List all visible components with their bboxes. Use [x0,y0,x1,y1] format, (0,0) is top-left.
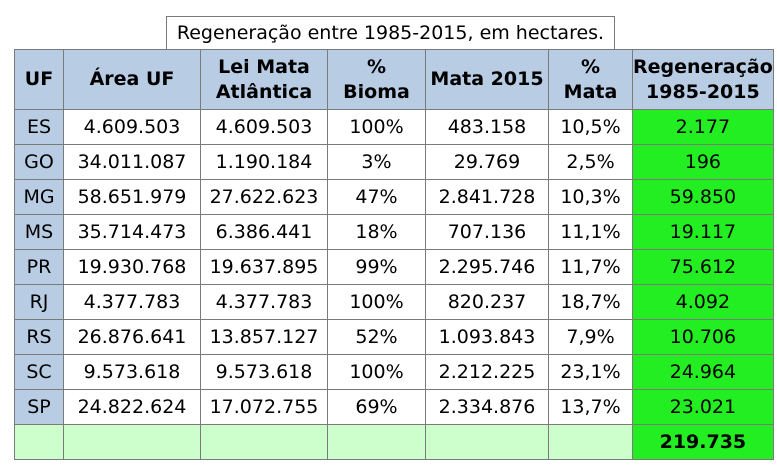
header-cell-mata-2015: Mata 2015 [425,49,549,110]
pct-bioma-cell: 100% [327,284,426,320]
regeneracao-cell: 2.177 [632,109,774,145]
header-cell-uf: UF [14,49,64,110]
regeneracao-cell: 24.964 [632,354,774,390]
pct-bioma-cell: 100% [327,354,426,390]
mata-2015-cell: 707.136 [425,214,549,250]
pct-bioma-cell: 99% [327,249,426,285]
empty-total-cell [200,424,328,460]
uf-cell: ES [14,109,64,145]
header-cell-regeneracao: Regeneração 1985-2015 [632,49,774,110]
header-cell-pct-bioma: % Bioma [327,49,426,110]
total-regeneracao-cell: 219.735 [632,424,774,460]
lei-mata-cell: 13.857.127 [200,319,328,355]
header-cell-area-uf: Área UF [63,49,201,110]
regeneracao-cell: 196 [632,144,774,180]
mata-2015-cell: 2.212.225 [425,354,549,390]
table-row: MS 35.714.473 6.386.441 18% 707.136 11,1% 19.1… [14,214,774,250]
uf-cell: GO [14,144,64,180]
table-title: Regeneração entre 1985-2015, em hectares… [166,16,615,49]
table-row: PR 19.930.768 19.637.895 99% 2.295.746 11,7% 7… [14,249,774,285]
regeneracao-cell: 10.706 [632,319,774,355]
table-row: GO 34.011.087 1.190.184 3% 29.769 2,5% 196 [14,144,774,180]
pct-mata-cell: 11,7% [548,249,633,285]
total-row: 219.735 [14,424,774,460]
mata-2015-cell: 820.237 [425,284,549,320]
pct-mata-cell: 7,9% [548,319,633,355]
lei-mata-cell: 4.377.783 [200,284,328,320]
uf-cell: SP [14,389,64,425]
regeneracao-cell: 59.850 [632,179,774,215]
pct-bioma-cell: 3% [327,144,426,180]
lei-mata-cell: 17.072.755 [200,389,328,425]
area-uf-cell: 24.822.624 [63,389,201,425]
area-uf-cell: 19.930.768 [63,249,201,285]
pct-bioma-cell: 52% [327,319,426,355]
mata-2015-cell: 29.769 [425,144,549,180]
regeneracao-cell: 19.117 [632,214,774,250]
uf-cell: PR [14,249,64,285]
empty-total-cell [63,424,201,460]
regeneration-table: UF Área UF Lei Mata Atlântica % Bioma Mata… [14,49,774,460]
lei-mata-cell: 27.622.623 [200,179,328,215]
lei-mata-cell: 1.190.184 [200,144,328,180]
area-uf-cell: 34.011.087 [63,144,201,180]
pct-mata-cell: 10,3% [548,179,633,215]
table-row: MG 58.651.979 27.622.623 47% 2.841.728 10,3% 5… [14,179,774,215]
uf-cell: SC [14,354,64,390]
table-row: RJ 4.377.783 4.377.783 100% 820.237 18,7% 4.09… [14,284,774,320]
pct-mata-cell: 23,1% [548,354,633,390]
header-row: UF Área UF Lei Mata Atlântica % Bioma Mata… [14,49,774,110]
empty-total-cell [14,424,64,460]
area-uf-cell: 35.714.473 [63,214,201,250]
empty-total-cell [548,424,633,460]
regeneracao-cell: 75.612 [632,249,774,285]
pct-bioma-cell: 100% [327,109,426,145]
pct-bioma-cell: 69% [327,389,426,425]
pct-mata-cell: 11,1% [548,214,633,250]
uf-cell: RS [14,319,64,355]
table-row: RS 26.876.641 13.857.127 52% 1.093.843 7,9% 10… [14,319,774,355]
lei-mata-cell: 9.573.618 [200,354,328,390]
uf-cell: MS [14,214,64,250]
pct-bioma-cell: 47% [327,179,426,215]
pct-mata-cell: 10,5% [548,109,633,145]
regeneracao-cell: 4.092 [632,284,774,320]
pct-mata-cell: 2,5% [548,144,633,180]
empty-total-cell [327,424,426,460]
area-uf-cell: 4.609.503 [63,109,201,145]
mata-2015-cell: 2.841.728 [425,179,549,215]
empty-total-cell [425,424,549,460]
header-cell-pct-mata: % Mata [548,49,633,110]
uf-cell: MG [14,179,64,215]
pct-mata-cell: 13,7% [548,389,633,425]
lei-mata-cell: 4.609.503 [200,109,328,145]
table-row: ES 4.609.503 4.609.503 100% 483.158 10,5% 2.17… [14,109,774,145]
table-row: SP 24.822.624 17.072.755 69% 2.334.876 13,7% 2… [14,389,774,425]
lei-mata-cell: 6.386.441 [200,214,328,250]
pct-mata-cell: 18,7% [548,284,633,320]
area-uf-cell: 4.377.783 [63,284,201,320]
lei-mata-cell: 19.637.895 [200,249,328,285]
header-cell-lei-mata-atlantica: Lei Mata Atlântica [200,49,328,110]
regeneracao-cell: 23.021 [632,389,774,425]
area-uf-cell: 26.876.641 [63,319,201,355]
mata-2015-cell: 2.295.746 [425,249,549,285]
area-uf-cell: 58.651.979 [63,179,201,215]
uf-cell: RJ [14,284,64,320]
area-uf-cell: 9.573.618 [63,354,201,390]
mata-2015-cell: 483.158 [425,109,549,145]
mata-2015-cell: 2.334.876 [425,389,549,425]
mata-2015-cell: 1.093.843 [425,319,549,355]
pct-bioma-cell: 18% [327,214,426,250]
table-row: SC 9.573.618 9.573.618 100% 2.212.225 23,1% 24… [14,354,774,390]
